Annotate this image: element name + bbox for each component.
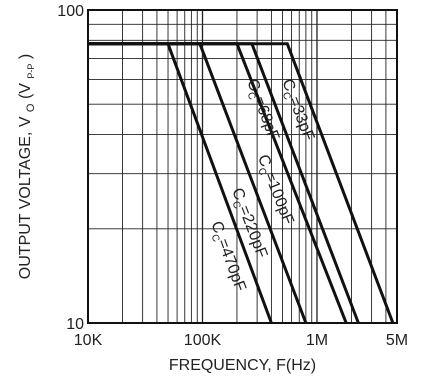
series-line — [88, 42, 360, 324]
series-line — [88, 42, 395, 324]
y-axis-title-main: OUTPUT VOLTAGE, V — [17, 116, 34, 279]
grid — [88, 10, 397, 323]
y-axis-title-paren-close: ) — [17, 54, 34, 59]
x-tick-label: 5M — [386, 332, 408, 349]
x-tick-label: 100K — [184, 332, 222, 349]
x-axis-title: FREQUENCY, F(Hz) — [169, 357, 316, 374]
series-label: CC=100pF — [251, 152, 297, 228]
series-label: CC=470pF — [205, 219, 249, 295]
y-tick-label: 10 — [66, 316, 84, 333]
series-lines — [88, 42, 395, 324]
y-axis-title-paren-sub: P-P — [26, 64, 36, 79]
plot-frame — [87, 9, 398, 324]
y-axis-title-sub: O — [25, 103, 37, 112]
y-axis-title-paren: (V — [17, 83, 34, 99]
x-tick-label: 1M — [306, 332, 328, 349]
tick-labels: 10K 100K 1M 5M 10 100 — [57, 3, 408, 349]
y-tick-label: 100 — [57, 3, 84, 20]
y-axis-title: OUTPUT VOLTAGE, V O (V P-P ) — [17, 54, 38, 279]
x-tick-label: 10K — [74, 332, 103, 349]
